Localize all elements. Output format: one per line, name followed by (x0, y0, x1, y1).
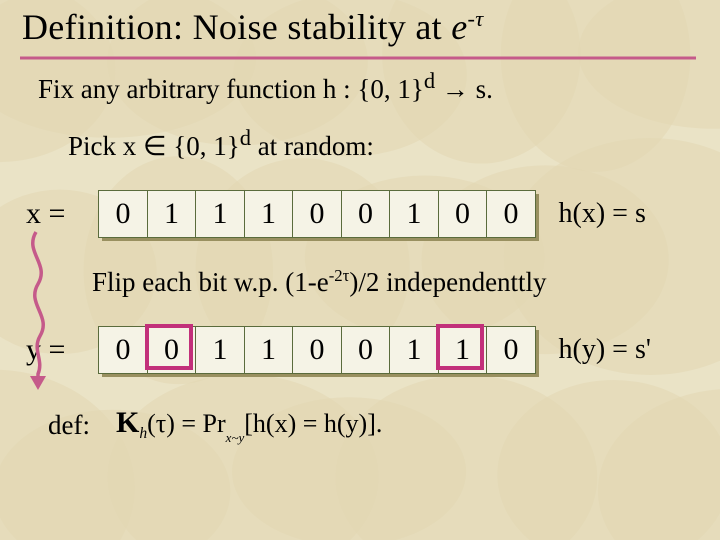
pick-text-2: at random: (251, 131, 374, 161)
pick-line: Pick x ∈ {0, 1}d at random: (68, 125, 698, 162)
pick-sup: d (240, 125, 251, 150)
flip-text-2: )/2 independenttly (349, 267, 546, 297)
flip-sup: -2τ (329, 266, 350, 285)
bit-cell: 0 (292, 190, 342, 238)
bit-cell: 0 (438, 190, 488, 238)
bit-cell: 0 (486, 190, 536, 238)
x-bits: 011100100 (98, 190, 535, 238)
bit-cell: 1 (147, 190, 197, 238)
flip-text-1: Flip each bit w.p. (1-e (92, 267, 329, 297)
bit-cell: 0 (98, 190, 148, 238)
fix-text-2: → s. (435, 74, 493, 104)
formula-h-sub: h (139, 425, 147, 442)
bit-cell: 0 (341, 190, 391, 238)
title-underline (20, 55, 696, 61)
title-text-1: Definition: Noise stability at (22, 7, 451, 47)
definition-row: def: Kh(τ) = Prx~y[h(x) = h(y)]. (48, 406, 698, 444)
y-result: h(y) = s' (559, 334, 651, 366)
bit-cell: 1 (438, 326, 488, 374)
bit-cell: 0 (292, 326, 342, 374)
formula-body: [h(x) = h(y)]. (244, 409, 382, 438)
bit-cell: 1 (195, 190, 245, 238)
bit-cell: 0 (341, 326, 391, 374)
bit-cell: 0 (486, 326, 536, 374)
pick-text-1: Pick x ∈ {0, 1} (68, 131, 240, 161)
fix-sup: d (424, 68, 435, 93)
formula-K: K (116, 406, 139, 439)
bit-cell: 1 (244, 326, 294, 374)
bit-cell: 0 (147, 326, 197, 374)
x-result: h(x) = s (559, 198, 646, 230)
x-row: x = 011100100 h(x) = s (26, 190, 698, 238)
def-label: def: (48, 410, 90, 441)
title-exp: -τ (468, 6, 484, 31)
bit-cell: 1 (195, 326, 245, 374)
squiggle-arrow-icon (18, 228, 64, 398)
flip-line: Flip each bit w.p. (1-e-2τ)/2 independen… (92, 266, 698, 298)
y-row: y = 001100110 h(y) = s' (26, 326, 698, 374)
formula-pr-sub: x~y (226, 431, 245, 444)
bit-cell: 1 (389, 326, 439, 374)
formula: Kh(τ) = Prx~y[h(x) = h(y)]. (116, 406, 382, 444)
title-e: e (451, 7, 467, 47)
formula-mid: (τ) = Pr (147, 409, 226, 438)
bit-cell: 1 (244, 190, 294, 238)
x-label: x = (26, 197, 98, 231)
y-bits: 001100110 (98, 326, 535, 374)
slide-title: Definition: Noise stability at e-τ (22, 6, 698, 48)
bit-cell: 1 (389, 190, 439, 238)
fix-text-1: Fix any arbitrary function h : {0, 1} (38, 74, 424, 104)
bit-cell: 0 (98, 326, 148, 374)
fix-line: Fix any arbitrary function h : {0, 1}d →… (38, 68, 698, 105)
